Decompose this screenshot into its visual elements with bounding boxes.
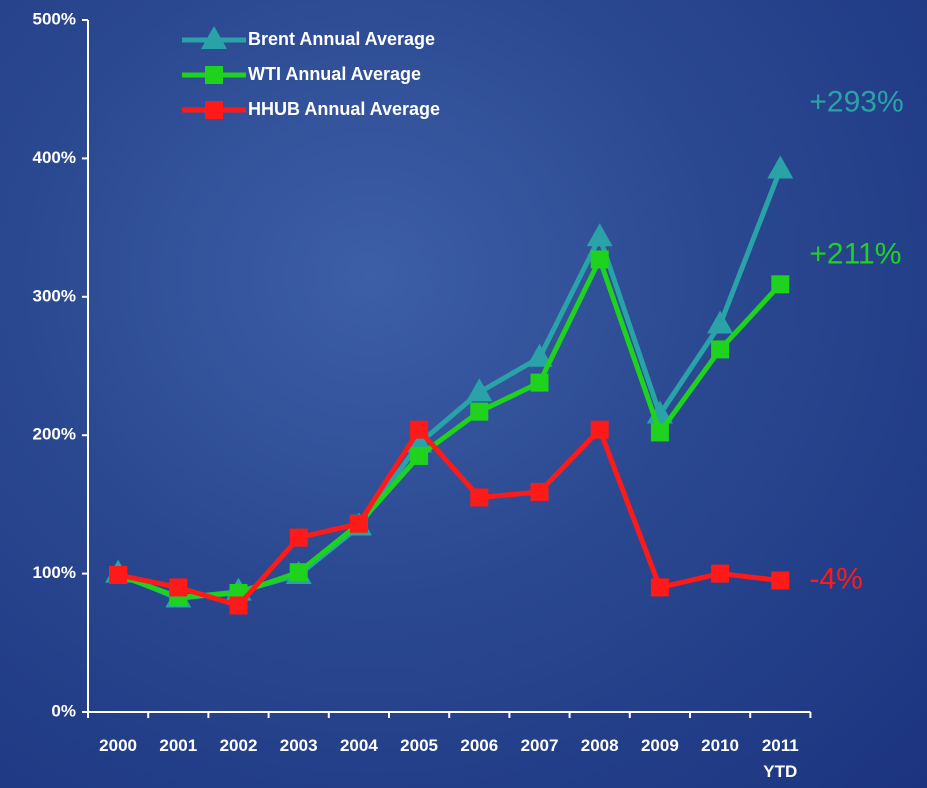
x-tick-label: 2001 bbox=[159, 736, 198, 755]
x-tick-label: 2003 bbox=[279, 736, 318, 755]
data-point bbox=[466, 378, 493, 402]
legend-marker bbox=[205, 101, 223, 119]
data-point bbox=[771, 571, 790, 590]
legend-marker bbox=[205, 66, 223, 84]
annotation: +293% bbox=[809, 85, 903, 118]
data-point bbox=[711, 564, 730, 583]
legend-label: Brent Annual Average bbox=[248, 29, 435, 49]
data-point bbox=[109, 565, 128, 584]
data-point bbox=[767, 155, 794, 179]
series-line bbox=[117, 256, 783, 600]
y-tick-label: 400% bbox=[33, 148, 76, 167]
series-line bbox=[117, 168, 783, 602]
y-tick-label: 0% bbox=[51, 701, 76, 720]
x-tick-label: 2008 bbox=[580, 736, 619, 755]
data-point bbox=[470, 402, 489, 421]
data-point bbox=[289, 528, 308, 547]
x-tick-label: 2011 YTD bbox=[761, 736, 799, 781]
data-point bbox=[530, 373, 549, 392]
data-point bbox=[169, 578, 188, 597]
legend-label: WTI Annual Average bbox=[248, 64, 421, 84]
x-tick-label: 2010 bbox=[701, 736, 739, 755]
data-point bbox=[586, 223, 613, 247]
y-tick-label: 100% bbox=[33, 563, 76, 582]
data-point bbox=[349, 514, 368, 533]
legend-marker bbox=[201, 26, 227, 49]
data-point bbox=[526, 343, 553, 367]
annotation: -4% bbox=[809, 562, 862, 595]
data-point bbox=[711, 340, 730, 359]
x-tick-label: 2009 bbox=[640, 736, 679, 755]
x-tick-label: 2005 bbox=[400, 736, 438, 755]
data-point bbox=[410, 446, 429, 465]
data-point bbox=[229, 596, 248, 615]
data-point bbox=[289, 563, 308, 582]
x-tick-label: 2007 bbox=[520, 736, 559, 755]
x-tick-label: 2004 bbox=[339, 736, 378, 755]
data-point bbox=[650, 578, 669, 597]
x-tick-label: 2006 bbox=[460, 736, 499, 755]
data-point bbox=[590, 420, 609, 439]
series-line bbox=[117, 427, 781, 608]
data-point bbox=[530, 482, 549, 501]
data-point bbox=[406, 429, 433, 453]
y-tick-label: 500% bbox=[33, 9, 76, 28]
x-tick-label: 2002 bbox=[219, 736, 258, 755]
legend-label: HHUB Annual Average bbox=[248, 99, 440, 119]
data-point bbox=[410, 420, 429, 439]
data-point bbox=[771, 275, 790, 294]
data-point bbox=[650, 423, 669, 442]
data-point bbox=[470, 488, 489, 507]
y-tick-label: 300% bbox=[33, 286, 76, 305]
data-point bbox=[707, 310, 734, 334]
y-tick-label: 200% bbox=[33, 425, 76, 444]
x-tick-label: 2000 bbox=[99, 736, 137, 755]
data-point bbox=[590, 250, 609, 269]
annotation: +211% bbox=[809, 237, 901, 270]
